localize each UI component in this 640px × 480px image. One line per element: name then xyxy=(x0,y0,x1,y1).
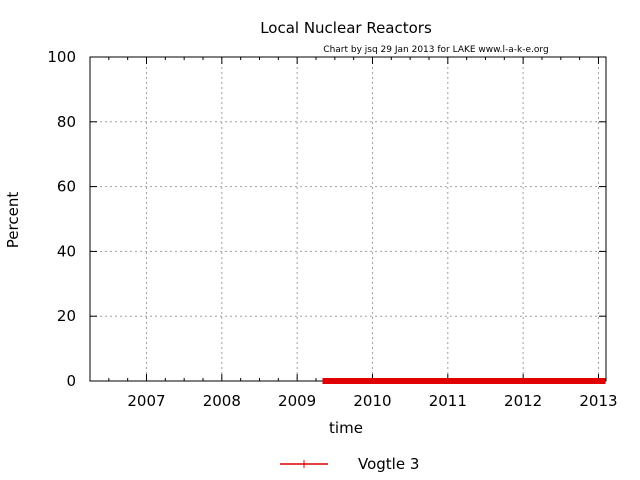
chart-credit: Chart by jsq 29 Jan 2013 for LAKE www.l-… xyxy=(323,45,548,55)
y-tick-label-100: 100 xyxy=(47,48,76,66)
axis-ticks: 0 20 40 60 80 100 2007 2008 2009 2010 2011 2012 2013 xyxy=(47,48,617,410)
chart-title: Local Nuclear Reactors xyxy=(260,19,432,37)
x-tick-label-2009: 2009 xyxy=(278,392,316,410)
x-tick-label-2008: 2008 xyxy=(203,392,241,410)
y-tick-label-20: 20 xyxy=(57,307,76,325)
x-tick-label-2013: 2013 xyxy=(579,392,617,410)
grid xyxy=(90,57,606,381)
x-tick-label-2007: 2007 xyxy=(127,392,165,410)
legend: Vogtle 3 xyxy=(280,455,419,473)
x-tick-label-2010: 2010 xyxy=(353,392,391,410)
x-tick-label-2011: 2011 xyxy=(429,392,467,410)
plot-frame xyxy=(89,56,607,382)
y-tick-label-40: 40 xyxy=(57,242,76,260)
x-axis-label: time xyxy=(329,419,363,437)
y-tick-label-80: 80 xyxy=(57,113,76,131)
legend-label-vogtle-3: Vogtle 3 xyxy=(358,455,419,473)
x-tick-label-2012: 2012 xyxy=(504,392,542,410)
y-tick-label-60: 60 xyxy=(57,178,76,196)
series-point-0-0 xyxy=(322,378,325,384)
series-point-0-1 xyxy=(603,378,606,384)
y-tick-label-0: 0 xyxy=(66,372,76,390)
y-axis-label: Percent xyxy=(4,192,22,249)
series-layer xyxy=(322,378,606,384)
